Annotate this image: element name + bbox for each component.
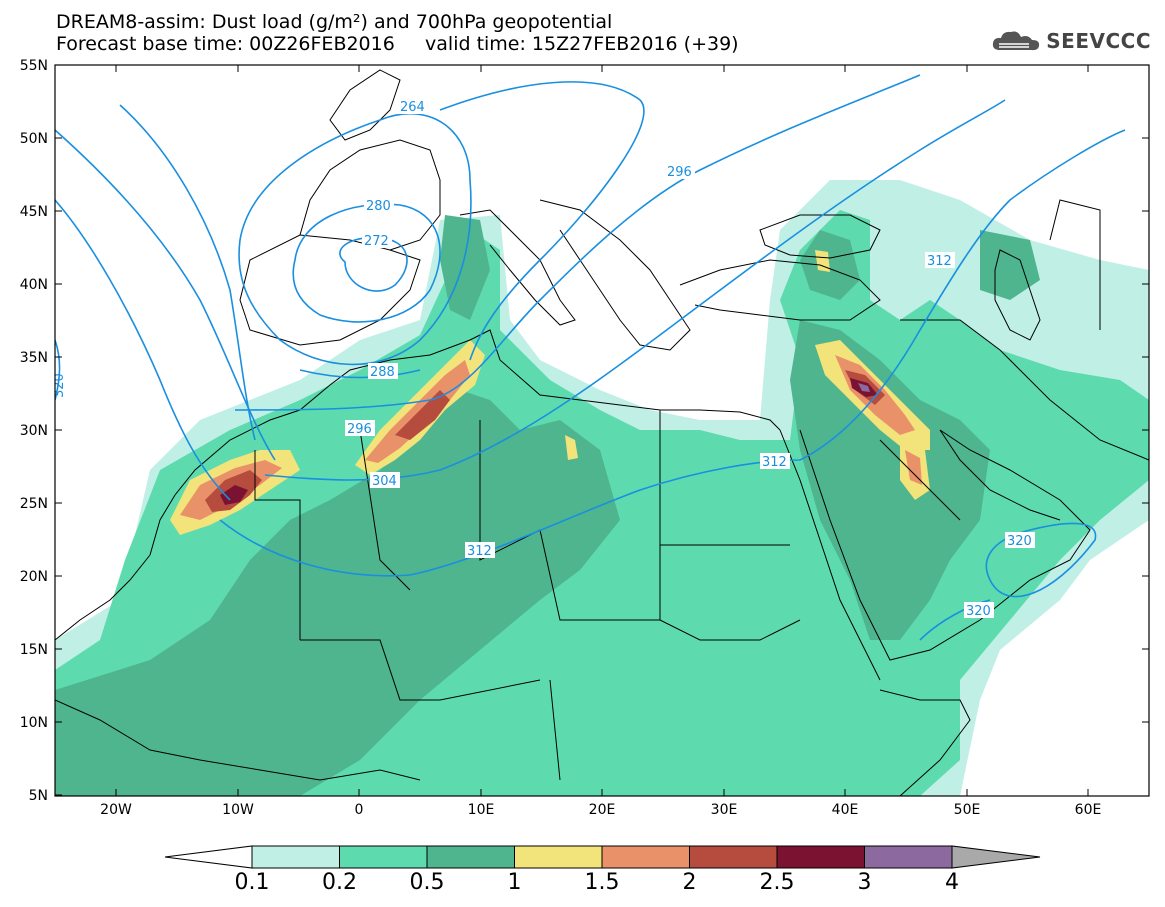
colorbar-under-triangle: [164, 845, 253, 869]
contour-288: [238, 112, 472, 366]
longitude-axis: 20W 10W 0 10E 20E 30E 40E 50E 60E: [100, 65, 1101, 818]
colorbar-level-label: 0.1: [234, 870, 270, 895]
lat-label: 40N: [20, 277, 48, 293]
dust-level-3: [858, 383, 870, 392]
cloud-icon: [993, 31, 1040, 51]
lon-label: 50E: [954, 802, 981, 818]
coastline-italy: [459, 209, 576, 326]
dust-level-0.5: [55, 390, 620, 796]
contour-label: 312: [467, 544, 492, 559]
contour-264-2: [119, 104, 256, 441]
lon-label: 0: [355, 802, 364, 818]
colorbar-swatch: [426, 845, 515, 869]
contour-296-b: [299, 369, 421, 379]
black-sea: [759, 214, 881, 259]
lat-label: 35N: [20, 350, 48, 366]
logo-text: SEEVCCC: [1046, 29, 1151, 53]
colorbar-level-label: 2.5: [759, 870, 795, 895]
dust-level-2.5: [220, 485, 248, 505]
caspian-sea: [994, 249, 1041, 341]
coastline-horn: [879, 689, 971, 796]
colorbar-swatch: [689, 845, 778, 869]
forecast-time: Forecast base time: 00Z26FEB2016 valid t…: [56, 33, 739, 55]
contour-280: [292, 203, 441, 323]
contour-label: 280: [366, 199, 391, 214]
contour-264-3: [55, 199, 231, 501]
contour-272: [339, 236, 408, 292]
contour-296: [234, 74, 921, 411]
contour-label: 296: [667, 165, 692, 180]
coastline-turkey: [679, 259, 881, 321]
lat-label: 25N: [20, 496, 48, 512]
coastline-iberia: [239, 234, 421, 346]
coastline-gulf: [939, 429, 1061, 521]
coastline-west-africa: [55, 554, 151, 641]
contour-label: 320: [966, 604, 991, 619]
colorbar: [164, 845, 1041, 869]
colorbar-level-label: 1.5: [584, 870, 620, 895]
contour-288-east: [439, 81, 645, 361]
latitude-axis: 55N 50N 45N 40N 35N 30N 25N 20N 15N 10N …: [20, 58, 1149, 804]
lat-label: 45N: [20, 204, 48, 220]
coastline-north-africa: [149, 329, 781, 556]
contour-label: 320: [1007, 534, 1032, 549]
colorbar-swatch: [776, 845, 865, 869]
lat-label: 15N: [20, 642, 48, 658]
contour-label: 264: [400, 100, 425, 115]
lat-label: 55N: [20, 58, 48, 74]
contour-label: 312: [762, 455, 787, 470]
lat-label: 50N: [20, 131, 48, 147]
colorbar-level-label: 0.5: [409, 870, 445, 895]
colorbar-swatch: [339, 845, 428, 869]
contour-264-1: [55, 129, 276, 461]
colorbar-level-label: 4: [945, 870, 959, 895]
lat-label: 10N: [20, 715, 48, 731]
coastline-balkans: [539, 199, 691, 351]
contour-label: 296: [347, 422, 372, 437]
lon-label: 20E: [589, 802, 616, 818]
contour-312-west: [55, 339, 61, 401]
lon-label: 20W: [100, 802, 132, 818]
contour-320-a: [985, 522, 1097, 598]
coastline-arabia: [799, 429, 1091, 661]
lon-label: 30E: [711, 802, 738, 818]
colorbar-swatch: [251, 845, 340, 869]
lon-label: 40E: [832, 802, 859, 818]
colorbar-level-label: 0.2: [322, 870, 357, 895]
dust-shading: [55, 180, 1149, 796]
colorbar-over-triangle: [951, 845, 1041, 869]
map-title: DREAM8-assim: Dust load (g/m²) and 700hP…: [56, 11, 613, 33]
contour-label: 312: [927, 254, 952, 269]
colorbar-swatch: [514, 845, 603, 869]
contour-label: 272: [364, 234, 389, 249]
colorbar-level-label: 3: [857, 870, 872, 895]
lon-label: 60E: [1075, 802, 1102, 818]
coastline-france: [299, 139, 441, 251]
coastline-gulf-guinea: [55, 699, 421, 781]
geopotential-contours: [55, 74, 1126, 641]
contour-label: 304: [372, 474, 397, 489]
colorbar-swatch: [601, 845, 690, 869]
lat-label: 5N: [29, 788, 48, 804]
contour-labels: 264 272 280 288 296 296 304 312 312 312 …: [52, 98, 1035, 619]
coastline-britain: [329, 69, 401, 141]
lon-label: 10W: [222, 802, 254, 818]
country-borders: [55, 69, 1149, 796]
contour-label: 320: [52, 373, 67, 398]
coastline-red-sea: [779, 429, 881, 681]
lat-label: 30N: [20, 423, 48, 439]
colorbar-swatch: [864, 845, 953, 869]
contour-label: 288: [370, 365, 395, 380]
seevccc-logo: SEEVCCC: [990, 28, 1151, 54]
colorbar-level-label: 1: [507, 870, 522, 895]
colorbar-level-label: 2: [682, 870, 697, 895]
border-lines: [254, 199, 1149, 781]
contour-320-b: [919, 599, 991, 641]
lat-label: 20N: [20, 569, 48, 585]
lon-label: 10E: [468, 802, 495, 818]
